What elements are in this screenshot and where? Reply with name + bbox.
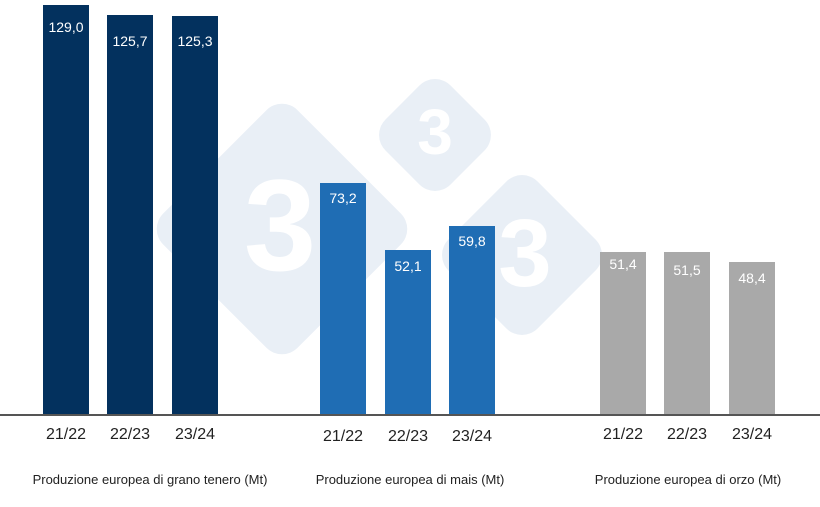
bar-value-label: 51,5 xyxy=(673,262,701,278)
bar-value-label: 129,0 xyxy=(48,19,84,35)
watermark-digit-left: 3 xyxy=(243,152,317,298)
bar-wheat-22-23 xyxy=(107,15,153,415)
group-title-maize: Produzione europea di mais (Mt) xyxy=(315,472,505,487)
bar-wheat-23-24 xyxy=(172,16,218,415)
group-title-wheat: Produzione europea di grano tenero (Mt) xyxy=(32,472,268,487)
x-tick-label: 22/23 xyxy=(387,428,429,445)
x-tick-label: 23/24 xyxy=(731,426,773,443)
group-title-barley: Produzione europea di orzo (Mt) xyxy=(594,472,782,487)
x-tick-label: 23/24 xyxy=(174,426,216,443)
x-tick-label: 21/22 xyxy=(602,426,644,443)
x-tick-label: 21/22 xyxy=(322,428,364,445)
bar-maize-22-23 xyxy=(385,250,431,415)
x-tick-label: 21/22 xyxy=(45,426,87,443)
x-tick-label: 22/23 xyxy=(666,426,708,443)
x-tick-label: 23/24 xyxy=(451,428,493,445)
bar-value-label: 52,1 xyxy=(394,258,422,274)
bar-barley-23-24 xyxy=(729,262,775,415)
x-axis-baseline xyxy=(0,414,820,416)
watermark-digit-right: 3 xyxy=(498,200,552,307)
x-tick-label: 22/23 xyxy=(109,426,151,443)
watermark-digit-top: 3 xyxy=(417,96,453,168)
bar-value-label: 59,8 xyxy=(458,233,486,249)
bar-wheat-21-22 xyxy=(43,5,89,415)
bar-value-label: 48,4 xyxy=(738,270,766,286)
bar-maize-23-24 xyxy=(449,226,495,415)
bar-maize-21-22 xyxy=(320,183,366,415)
bar-value-label: 125,7 xyxy=(112,33,148,49)
bar-barley-21-22 xyxy=(600,252,646,415)
bar-value-label: 73,2 xyxy=(329,190,357,206)
bar-value-label: 125,3 xyxy=(177,33,213,49)
bar-barley-22-23 xyxy=(664,252,710,415)
bar-value-label: 51,4 xyxy=(609,256,637,272)
